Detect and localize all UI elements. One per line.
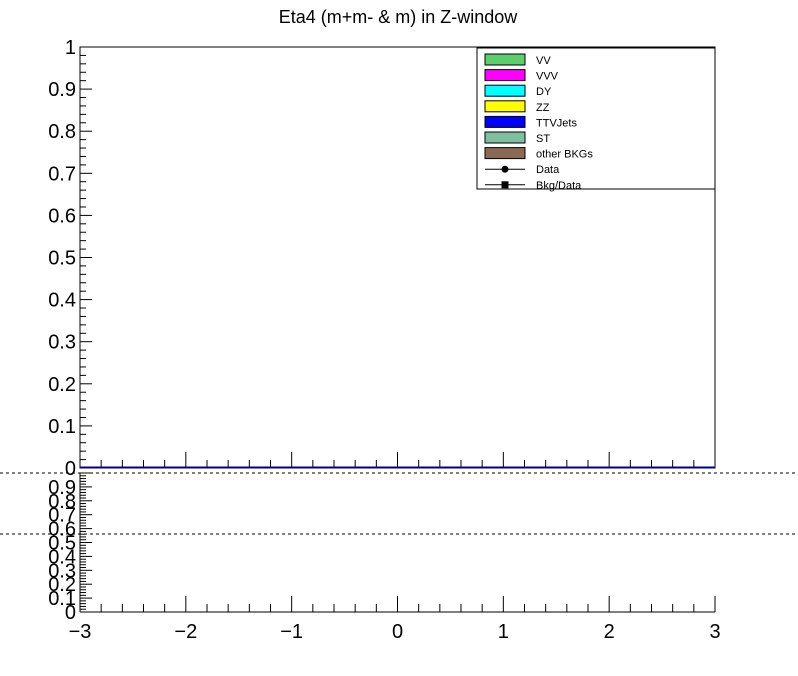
ratio-y-tick-label: 0.6: [48, 519, 76, 541]
legend-label: VV: [536, 55, 551, 67]
y-tick-label: 0.1: [48, 416, 76, 438]
ratio-plot-frame: [79, 473, 715, 613]
x-tick-label: −1: [280, 621, 303, 643]
x-tick-label: 0: [392, 621, 403, 643]
x-tick-label: −2: [174, 621, 197, 643]
y-tick-label: 0.6: [48, 205, 76, 227]
ratio-y-tick-label: 0.1: [48, 588, 76, 610]
legend-label: ST: [536, 133, 550, 145]
legend-marker-square: [501, 181, 509, 189]
chart-title: Eta4 (m+m- & m) in Z-window: [279, 7, 519, 27]
legend-swatch: [484, 115, 526, 128]
ratio-y-axis: 00.10.20.30.40.50.60.70.80.9: [48, 472, 92, 624]
ratio-y-tick-label: 0.3: [48, 560, 76, 582]
legend-marker-circle: [501, 165, 509, 173]
ratio-y-tick-label: 0.8: [48, 491, 76, 513]
legend-label: other BKGs: [536, 149, 593, 161]
y-tick-label: 0.2: [48, 374, 76, 396]
ratio-y-tick-label: 0.5: [48, 533, 76, 555]
ratio-y-tick-label: 0.2: [48, 574, 76, 596]
main-y-axis: 0 0.1 0.2 0.3 0.4 0.5 0.6 0.7 0.8 0.9 1: [48, 37, 92, 480]
legend-swatch: [484, 69, 526, 82]
ratio-y-tick-label: 0.4: [48, 546, 76, 568]
ratio-y-tick-label: 0: [65, 602, 76, 624]
ratio-y-tick-label: 0.7: [48, 505, 76, 527]
x-tick-label: −3: [69, 621, 92, 643]
y-tick-label: 0.4: [48, 290, 76, 312]
legend-swatch: [484, 53, 526, 66]
ratio-y-tick-label: 0.9: [48, 477, 76, 499]
ratio-reference-lines: [0, 472, 798, 535]
y-tick-label: 0.5: [48, 248, 76, 270]
y-tick-label: 0: [65, 458, 76, 480]
x-tick-label: 3: [709, 621, 720, 643]
ratio-x-axis: −3 −2 −1 0 1 2 3: [69, 596, 721, 643]
legend-label: Data: [536, 164, 560, 176]
legend-swatch: [484, 147, 526, 160]
x-tick-label: 1: [498, 621, 509, 643]
y-tick-label: 0.9: [48, 79, 76, 101]
legend-label: DY: [536, 86, 552, 98]
y-tick-label: 1: [65, 37, 76, 59]
y-tick-label: 0.3: [48, 332, 76, 354]
y-tick-label: 0.7: [48, 163, 76, 185]
legend-label: VVV: [536, 71, 559, 83]
legend-label: ZZ: [536, 102, 550, 114]
main-x-axis-ticks: [79, 452, 716, 468]
legend-swatch: [484, 100, 526, 113]
legend-swatch: [484, 131, 526, 144]
y-tick-label: 0.8: [48, 121, 76, 143]
legend-swatch: [484, 84, 526, 97]
x-tick-label: 2: [604, 621, 615, 643]
legend-label: Bkg/Data: [536, 180, 582, 192]
legend-label: TTVJets: [536, 117, 577, 129]
